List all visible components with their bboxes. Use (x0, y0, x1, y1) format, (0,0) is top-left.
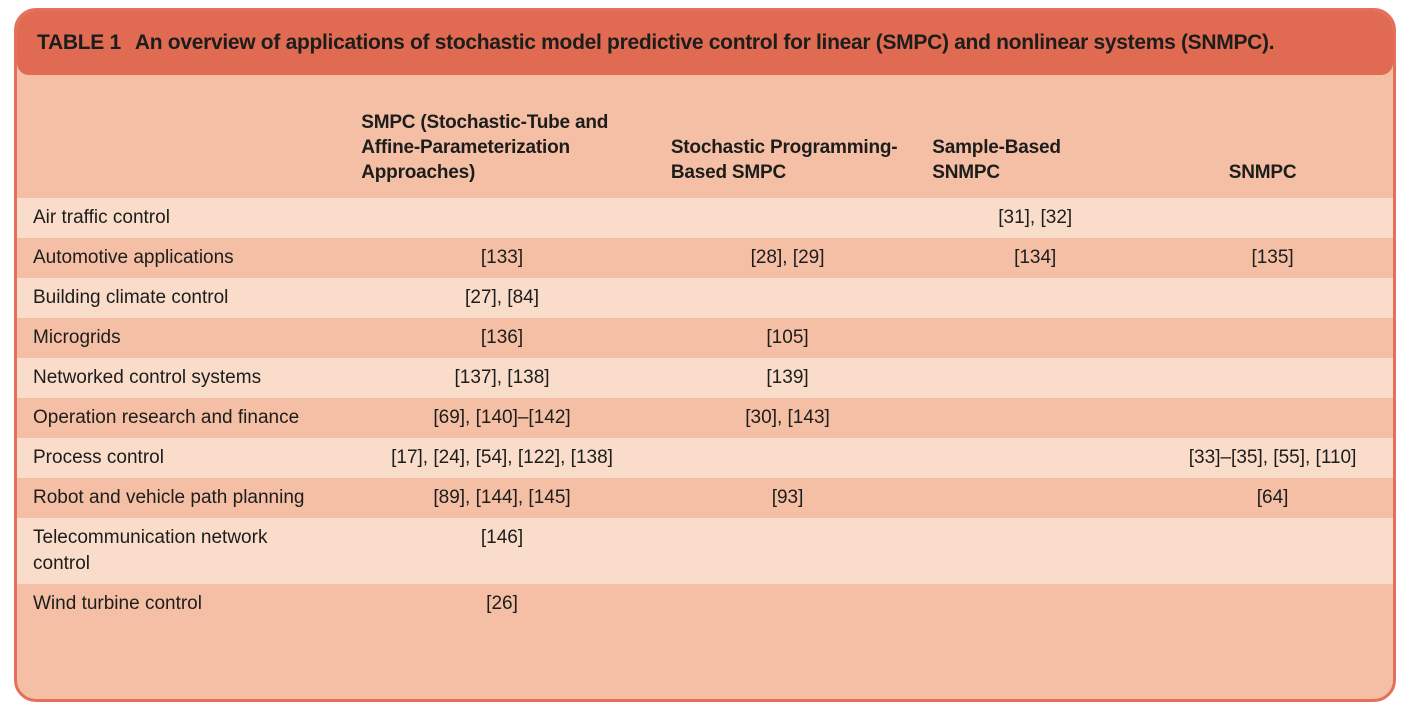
table-title-bar: TABLE 1 An overview of applications of s… (17, 11, 1393, 75)
reference-cell (918, 584, 1152, 624)
reference-cell (1152, 278, 1393, 318)
column-header-application (17, 75, 347, 198)
column-header-stochastic-programming-smpc: Stochastic Programming-Based SMPC (670, 137, 898, 183)
reference-cell (1152, 358, 1393, 398)
reference-cell: [134] (1014, 247, 1057, 268)
applications-table: SMPC (Stochastic-Tube and Affine-Paramet… (17, 75, 1393, 624)
application-label: Telecommunication network control (33, 527, 268, 574)
reference-cell (1152, 518, 1393, 584)
application-label: Networked control systems (33, 367, 262, 388)
reference-cell: [30], [143] (745, 407, 830, 428)
reference-cell: [133] (480, 247, 524, 268)
application-label: Wind turbine control (33, 593, 202, 614)
application-label: Building climate control (33, 287, 229, 308)
reference-cell: [33]–[35], [55], [110] (1188, 447, 1357, 468)
reference-cell (657, 584, 918, 624)
table-row: Air traffic control [31], [32] (17, 198, 1393, 238)
reference-cell: [31], [32] (998, 207, 1073, 228)
reference-cell (657, 518, 918, 584)
table-title: An overview of applications of stochasti… (134, 31, 1275, 54)
table-row: Robot and vehicle path planning [89], [14… (17, 478, 1393, 518)
reference-cell: [93] (771, 487, 804, 508)
table-row: Wind turbine control [26] (17, 584, 1393, 624)
reference-cell (918, 318, 1152, 358)
reference-cell: [146] (480, 527, 524, 548)
application-label: Microgrids (33, 327, 121, 348)
reference-cell: [89], [144], [145] (433, 487, 571, 508)
reference-cell (1152, 318, 1393, 358)
reference-cell (918, 398, 1152, 438)
table-row: Microgrids [136] [105] (17, 318, 1393, 358)
reference-cell: [139] (766, 367, 809, 388)
reference-cell (918, 358, 1152, 398)
application-label: Automotive applications (33, 247, 234, 268)
reference-cell: [135] (1251, 247, 1294, 268)
reference-cell: [26] (486, 593, 518, 614)
table-row: Operation research and finance [69], [140… (17, 398, 1393, 438)
reference-cell (657, 278, 918, 318)
table-row: Networked control systems [137], [138] [13… (17, 358, 1393, 398)
reference-cell (657, 198, 918, 238)
reference-cell: [105] (766, 327, 809, 348)
application-label: Air traffic control (33, 207, 170, 228)
table-row: Process control [17], [24], [54], [122], … (17, 438, 1393, 478)
application-label: Process control (33, 447, 164, 468)
reference-cell: [69], [140]–[142] (433, 407, 571, 428)
column-header-snmpc: SNMPC (1228, 162, 1297, 183)
reference-cell (918, 478, 1152, 518)
reference-cell (347, 198, 657, 238)
table-body: Air traffic control [31], [32] Automotive … (17, 198, 1393, 624)
reference-cell: [137], [138] (454, 367, 550, 388)
application-label: Operation research and finance (33, 407, 300, 428)
application-label: Robot and vehicle path planning (33, 487, 305, 508)
table-row: Building climate control [27], [84] (17, 278, 1393, 318)
column-header-sample-based-snmpc: Sample-Based SNMPC (932, 137, 1061, 183)
reference-cell (918, 278, 1152, 318)
reference-cell: [17], [24], [54], [122], [138] (391, 447, 613, 468)
reference-cell (918, 438, 1152, 478)
reference-cell: [28], [29] (750, 247, 825, 268)
table-card: TABLE 1 An overview of applications of s… (14, 8, 1396, 702)
table-row: Automotive applications [133] [28], [29] [1… (17, 238, 1393, 278)
reference-cell (1152, 198, 1393, 238)
reference-cell (1152, 398, 1393, 438)
table-number: TABLE 1 (37, 31, 121, 54)
reference-cell (918, 518, 1152, 584)
column-header-smpc-tube-affine: SMPC (Stochastic-Tube and Affine-Paramet… (361, 112, 609, 183)
header-row: SMPC (Stochastic-Tube and Affine-Paramet… (17, 75, 1393, 198)
reference-cell: [27], [84] (465, 287, 539, 308)
reference-cell (1152, 584, 1393, 624)
reference-cell (657, 438, 918, 478)
reference-cell: [64] (1256, 487, 1289, 508)
reference-cell: [136] (480, 327, 524, 348)
table-row: Telecommunication network control [146] (17, 518, 1393, 584)
